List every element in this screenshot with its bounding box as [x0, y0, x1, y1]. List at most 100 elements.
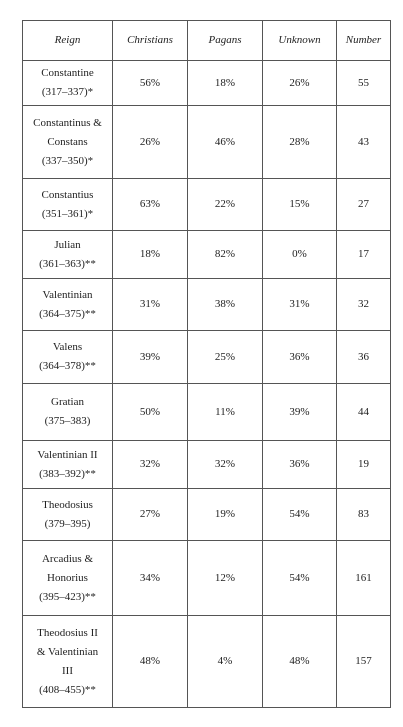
value-cell: 54% [262, 540, 337, 616]
value-cell: 63% [112, 178, 188, 231]
header-cell: Christians [112, 20, 188, 61]
table-row: Gratian (375–383) 50% 11% 39% 44 [22, 383, 391, 441]
reign-cell: Gratian (375–383) [22, 383, 113, 441]
value-cell: 161 [336, 540, 391, 616]
value-cell: 28% [262, 105, 337, 179]
table-row: Julian (361–363)** 18% 82% 0% 17 [22, 230, 391, 279]
reign-line: III [62, 664, 73, 677]
value-cell: 19% [187, 488, 263, 541]
table-row: Valens (364–378)** 39% 25% 36% 36 [22, 330, 391, 384]
value-cell: 46% [187, 105, 263, 179]
reign-cell: Theodosius II & Valentinian III (408–455)** [22, 615, 113, 708]
table-row: Constantine (317–337)* 56% 18% 26% 55 [22, 60, 391, 106]
value-cell: 36 [336, 330, 391, 384]
reign-line: Constantinus & [33, 116, 102, 129]
value-cell: 39% [262, 383, 337, 441]
value-cell: 157 [336, 615, 391, 708]
value-cell: 32% [112, 440, 188, 489]
table-row: Arcadius & Honorius (395–423)** 34% 12% 54% 16… [22, 540, 391, 616]
value-cell: 19 [336, 440, 391, 489]
reign-cell: Constantinus & Constans (337–350)* [22, 105, 113, 179]
reign-cell: Constantine (317–337)* [22, 60, 113, 106]
value-cell: 39% [112, 330, 188, 384]
reign-line: (351–361)* [41, 207, 94, 220]
value-cell: 38% [187, 278, 263, 331]
value-cell: 4% [187, 615, 263, 708]
reign-line: Valentinian II [37, 448, 98, 461]
value-cell: 25% [187, 330, 263, 384]
header-cell: Unknown [262, 20, 337, 61]
reign-line: Theodosius II [37, 626, 98, 639]
table-row: Constantius (351–361)* 63% 22% 15% 27 [22, 178, 391, 231]
value-cell: 82% [187, 230, 263, 279]
value-cell: 18% [187, 60, 263, 106]
table-row: Theodosius II & Valentinian III (408–455)**… [22, 615, 391, 708]
value-cell: 56% [112, 60, 188, 106]
reign-line: Valens [52, 341, 83, 353]
value-cell: 43 [336, 105, 391, 179]
header-row: Reign Christians Pagans Unknown Number [22, 20, 391, 61]
header-cell: Pagans [187, 20, 263, 61]
value-cell: 31% [112, 278, 188, 331]
value-cell: 36% [262, 440, 337, 489]
value-cell: 26% [262, 60, 337, 106]
reign-line: Gratian [51, 396, 84, 408]
reign-line: Constans [47, 135, 88, 148]
value-cell: 55 [336, 60, 391, 106]
reign-cell: Theodosius (379–395) [22, 488, 113, 541]
value-cell: 31% [262, 278, 337, 331]
reign-line: (317–337)* [41, 86, 94, 98]
value-cell: 22% [187, 178, 263, 231]
value-cell: 18% [112, 230, 188, 279]
value-cell: 27 [336, 178, 391, 231]
value-cell: 32 [336, 278, 391, 331]
reign-line: (364–375)** [39, 307, 96, 320]
reign-line: (383–392)** [39, 467, 96, 480]
reign-line: Theodosius [42, 498, 93, 511]
reign-line: Arcadius & [41, 552, 93, 565]
header-cell: Reign [22, 20, 113, 61]
reign-line: Constantius [41, 188, 94, 201]
reign-cell: Valens (364–378)** [22, 330, 113, 384]
reign-line: & Valentinian [36, 645, 99, 658]
value-cell: 17 [336, 230, 391, 279]
reign-cell: Valentinian (364–375)** [22, 278, 113, 331]
reign-cell: Arcadius & Honorius (395–423)** [22, 540, 113, 616]
reign-cell: Valentinian II (383–392)** [22, 440, 113, 489]
data-table: Reign Christians Pagans Unknown Number Const… [22, 20, 391, 708]
reign-line: (337–350)* [41, 154, 94, 167]
reign-cell: Julian (361–363)** [22, 230, 113, 279]
value-cell: 48% [262, 615, 337, 708]
value-cell: 11% [187, 383, 263, 441]
reign-line: Valentinian [42, 288, 93, 301]
reign-line: Julian [54, 238, 81, 251]
value-cell: 36% [262, 330, 337, 384]
reign-line: (364–378)** [39, 360, 96, 372]
table-row: Valentinian (364–375)** 31% 38% 31% 32 [22, 278, 391, 331]
reign-line: Constantine [41, 67, 94, 79]
value-cell: 34% [112, 540, 188, 616]
value-cell: 32% [187, 440, 263, 489]
value-cell: 27% [112, 488, 188, 541]
reign-cell: Constantius (351–361)* [22, 178, 113, 231]
reign-line: (361–363)** [39, 257, 96, 270]
table-row: Theodosius (379–395) 27% 19% 54% 83 [22, 488, 391, 541]
value-cell: 15% [262, 178, 337, 231]
value-cell: 0% [262, 230, 337, 279]
table-row: Constantinus & Constans (337–350)* 26% 46% 28… [22, 105, 391, 179]
reign-line: (379–395) [44, 517, 91, 530]
reign-line: Honorius [47, 571, 88, 584]
reign-line: (395–423)** [39, 590, 96, 603]
header-cell: Number [336, 20, 391, 61]
value-cell: 83 [336, 488, 391, 541]
value-cell: 48% [112, 615, 188, 708]
value-cell: 50% [112, 383, 188, 441]
table-row: Valentinian II (383–392)** 32% 32% 36% 19 [22, 440, 391, 489]
value-cell: 54% [262, 488, 337, 541]
value-cell: 44 [336, 383, 391, 441]
value-cell: 12% [187, 540, 263, 616]
reign-line: (408–455)** [39, 683, 96, 696]
value-cell: 26% [112, 105, 188, 179]
reign-line: (375–383) [44, 415, 91, 427]
